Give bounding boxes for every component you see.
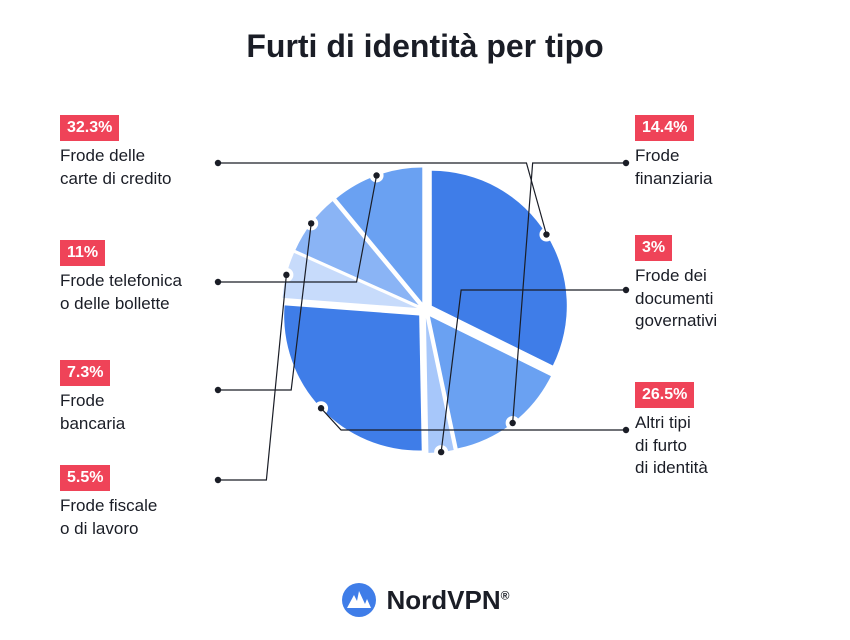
label-tax: 5.5%Frode fiscaleo di lavoro [60, 465, 157, 540]
pie-chart: 32.3%Frode dellecarte di credito 14.4%Fro… [0, 0, 850, 640]
label-financial: 14.4%Frodefinanziaria [635, 115, 713, 190]
pie-svg [0, 0, 850, 640]
nordvpn-icon [341, 582, 377, 618]
brand-name: NordVPN® [387, 585, 510, 616]
label-credit: 32.3%Frode dellecarte di credito [60, 115, 172, 190]
leader-tax [218, 275, 286, 480]
pct-badge-bank: 7.3% [60, 360, 110, 386]
label-phone: 11%Frode telefonicao delle bollette [60, 240, 182, 315]
brand-logo: NordVPN® [0, 582, 850, 618]
slice-other [284, 305, 422, 450]
pct-badge-financial: 14.4% [635, 115, 694, 141]
label-gov: 3%Frode deidocumentigovernativi [635, 235, 717, 333]
pct-badge-gov: 3% [635, 235, 672, 261]
label-bank: 7.3%Frodebancaria [60, 360, 125, 435]
pct-badge-phone: 11% [60, 240, 105, 266]
pct-badge-other: 26.5% [635, 382, 694, 408]
pct-badge-credit: 32.3% [60, 115, 119, 141]
label-other: 26.5%Altri tipidi furtodi identità [635, 382, 708, 480]
pct-badge-tax: 5.5% [60, 465, 110, 491]
